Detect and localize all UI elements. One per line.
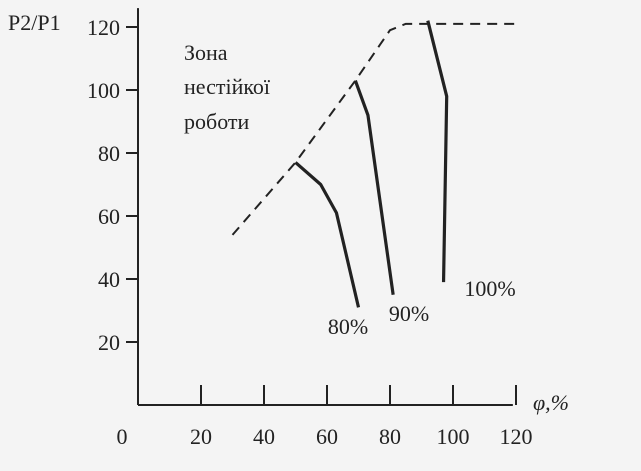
series-label-100pct: 100%: [464, 276, 515, 301]
y-tick-label-80: 80: [98, 141, 120, 166]
x-tick-label-40: 40: [253, 424, 275, 449]
series-line-80pct: [294, 161, 361, 308]
stability-boundary-line: [231, 22, 516, 236]
y-axis-title: P2/P1: [8, 10, 61, 35]
x-tick-label-80: 80: [379, 424, 401, 449]
marks: [231, 20, 516, 308]
series-line-90pct: [353, 80, 395, 295]
axes: [137, 8, 513, 406]
annotation-line-2: нестійкої: [184, 74, 271, 99]
x-tick-label-0: 0: [117, 424, 128, 449]
x-tick-label-120: 120: [500, 424, 533, 449]
unstable-zone-annotation: Зона нестійкої роботи: [184, 40, 271, 134]
y-tick-label-20: 20: [98, 330, 120, 355]
x-tick-label-100: 100: [437, 424, 470, 449]
series-line-100pct: [426, 20, 449, 283]
series-label-80pct: 80%: [328, 314, 368, 339]
y-tick-label-120: 120: [87, 15, 120, 40]
x-tick-label-20: 20: [190, 424, 212, 449]
labels: 0 20 40 60 80 100 12020406080100120φ,%80%90%10…: [87, 15, 569, 449]
x-tick-label-60: 60: [316, 424, 338, 449]
annotation-line-1: Зона: [184, 40, 228, 65]
y-tick-label-60: 60: [98, 204, 120, 229]
ticks: [126, 26, 517, 405]
y-tick-label-100: 100: [87, 78, 120, 103]
y-tick-label-40: 40: [98, 267, 120, 292]
x-axis-title: φ,%: [533, 390, 569, 415]
series-label-90pct: 90%: [389, 301, 429, 326]
annotation-line-3: роботи: [184, 109, 250, 134]
